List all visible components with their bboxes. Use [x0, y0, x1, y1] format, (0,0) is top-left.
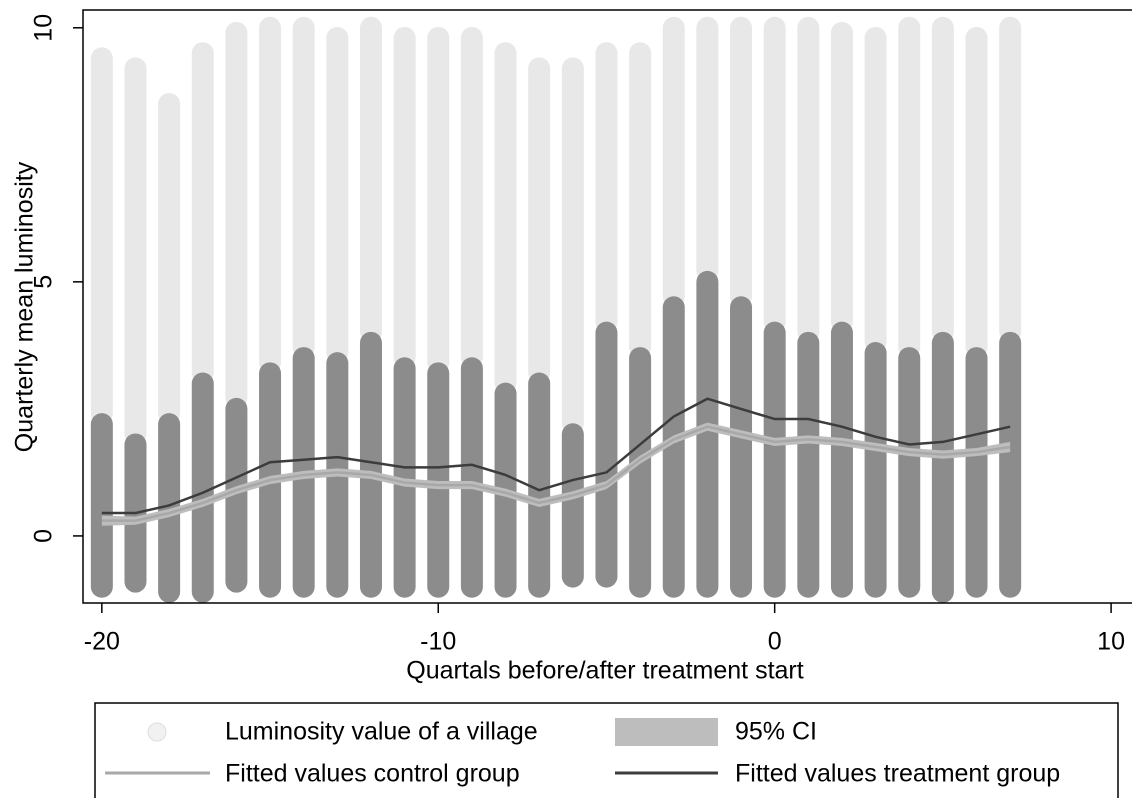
point-strip-dense: [797, 331, 820, 598]
x-tick-label: -10: [420, 628, 456, 656]
point-strip-faint: [662, 16, 685, 308]
point-strip-faint: [931, 16, 954, 343]
point-strip-faint: [528, 57, 551, 384]
point-strip-dense: [225, 397, 248, 593]
point-strip-faint: [561, 57, 584, 435]
ci-band: [101, 422, 1011, 526]
y-tick-label: 0: [30, 529, 58, 543]
y-axis-label: Quarterly mean luminosity: [11, 161, 39, 452]
point-strip-faint: [259, 16, 282, 374]
point-strip-dense: [730, 296, 753, 598]
point-strip-faint: [730, 16, 753, 308]
point-strip-faint: [326, 26, 349, 364]
plot-frame: [82, 9, 1132, 604]
x-axis-label: Quartals before/after treatment start: [406, 657, 803, 685]
point-strip-faint: [595, 42, 618, 333]
point-strip-faint: [898, 16, 921, 359]
plot-area: [90, 16, 1022, 603]
point-strip-dense: [561, 423, 584, 588]
point-strip-faint: [965, 26, 988, 359]
x-tick-label: -20: [84, 628, 120, 656]
point-strip-faint: [292, 16, 315, 359]
point-strip-dense: [931, 331, 954, 603]
point-strip-faint: [696, 16, 719, 282]
point-strip-dense: [629, 347, 652, 598]
point-strip-faint: [359, 16, 382, 343]
legend-swatch: [615, 718, 718, 746]
legend-label: Luminosity value of a village: [225, 718, 538, 746]
x-tick-label: 0: [768, 628, 782, 656]
point-strip-dense: [830, 321, 853, 598]
point-strip-faint: [158, 93, 181, 425]
point-strip-dense: [965, 347, 988, 598]
legend-label: Fitted values treatment group: [735, 760, 1060, 788]
point-strip-faint: [999, 16, 1022, 343]
point-strip-faint: [191, 42, 214, 384]
legend-swatch: [147, 722, 167, 742]
point-strip-faint: [90, 47, 113, 425]
point-strip-faint: [864, 26, 887, 353]
point-strip-dense: [393, 357, 416, 598]
point-strip-dense: [595, 321, 618, 588]
point-strip-dense: [898, 347, 921, 598]
point-strip-dense: [999, 331, 1022, 598]
y-tick-label: 10: [30, 14, 58, 42]
point-strip-dense: [696, 270, 719, 598]
point-strip-dense: [662, 296, 685, 598]
legend-label: Fitted values control group: [225, 760, 520, 788]
point-strip-dense: [460, 357, 483, 598]
point-strip-dense: [864, 341, 887, 598]
legend-box: [94, 702, 1119, 803]
point-strip-faint: [830, 21, 853, 333]
point-strip-dense: [191, 372, 214, 603]
point-strip-dense: [763, 321, 786, 598]
legend-label: 95% CI: [735, 718, 817, 746]
point-strip-faint: [629, 42, 652, 359]
y-tick-label: 5: [30, 275, 58, 289]
point-strip-faint: [494, 42, 517, 394]
point-strip-dense: [528, 372, 551, 598]
fitted-line: [101, 425, 1011, 522]
point-strip-faint: [393, 26, 416, 369]
point-strip-faint: [124, 57, 147, 445]
point-strip-faint: [797, 16, 820, 343]
point-strip-dense: [90, 413, 113, 598]
point-strip-faint: [460, 26, 483, 369]
point-strip-dense: [427, 362, 450, 598]
fitted-line: [101, 397, 1011, 515]
x-tick-label: 10: [1097, 628, 1125, 656]
point-strip-faint: [763, 16, 786, 333]
point-strip-faint: [225, 21, 248, 409]
point-strip-dense: [158, 413, 181, 603]
point-strip-dense: [359, 331, 382, 598]
point-strip-faint: [427, 26, 450, 374]
